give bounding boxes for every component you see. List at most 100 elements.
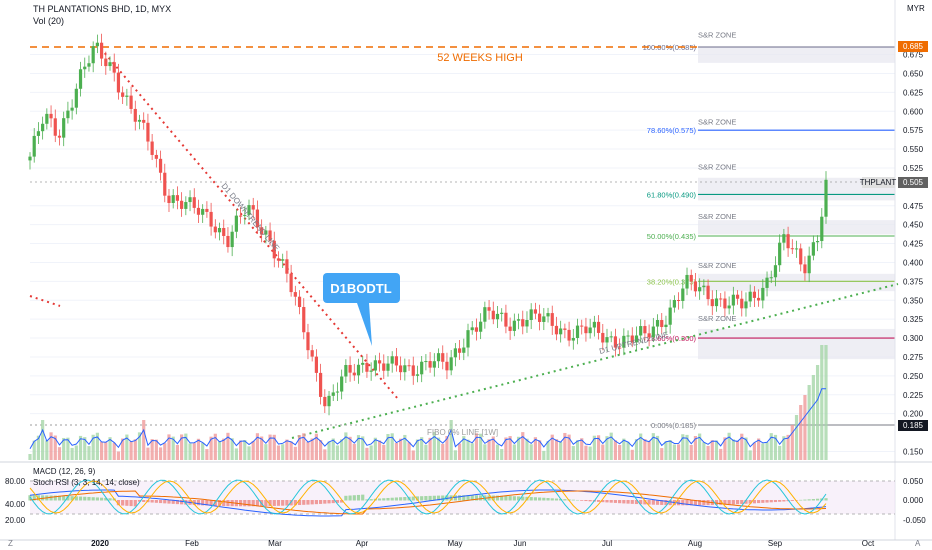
macd-histogram-bar (78, 496, 83, 501)
candle-body (310, 350, 314, 357)
macd-histogram-bar (356, 494, 361, 501)
volume-bar (167, 434, 171, 460)
volume-bar (175, 444, 180, 460)
macd-histogram-bar (731, 500, 735, 505)
candle-body (302, 307, 306, 333)
volume-bar (571, 446, 575, 460)
volume-bar (36, 435, 41, 460)
volume-bar (377, 440, 382, 460)
candle-body (626, 335, 630, 337)
volume-bar (508, 436, 512, 460)
candle-body (45, 113, 49, 124)
candle-body (719, 298, 723, 300)
y-tick-label: 0.650 (903, 69, 924, 78)
candle-body (264, 230, 268, 235)
time-axis[interactable]: 2020 Feb Mar Apr May Jun Jul Aug Sep Oct (91, 539, 875, 548)
volume-bar (706, 445, 710, 460)
candle-body (740, 298, 744, 309)
trendlines (29, 43, 899, 439)
volume-bar (714, 440, 719, 460)
volume-bar (466, 439, 470, 460)
volume-bar (495, 444, 500, 460)
macd-histogram-bar (83, 496, 87, 501)
macd-histogram-bar (348, 495, 352, 501)
sr-zone-band (698, 328, 895, 360)
macd-histogram-bar (693, 500, 698, 506)
macd-histogram-bar (457, 495, 462, 501)
volume-bar (778, 445, 782, 460)
candle-body (36, 131, 41, 136)
volume-bars (28, 345, 828, 460)
candle-body (820, 216, 824, 242)
volume-bar (820, 345, 824, 460)
candle-body (260, 227, 264, 235)
volume-ma-line (29, 388, 826, 449)
candle-body (525, 320, 529, 327)
candle-body (306, 332, 310, 351)
macd-histogram-bar (32, 495, 36, 501)
macd-histogram-bar (681, 500, 685, 506)
candle-body (289, 273, 293, 293)
volume-bar (685, 434, 689, 460)
volume-bar (457, 443, 462, 460)
volume-bar (698, 433, 702, 460)
candle-body (449, 357, 453, 371)
macd-histogram-bar (108, 498, 112, 501)
y-tick-label: 0.300 (903, 334, 924, 343)
stoch-tick: 40.00 (5, 500, 26, 509)
macd-histogram-bar (428, 495, 432, 501)
volume-bar (609, 432, 613, 460)
volume-bar (154, 439, 158, 460)
macd-histogram-bar (782, 500, 786, 502)
macd-histogram-bar (630, 500, 634, 504)
volume-bar (302, 433, 306, 460)
macd-histogram-bar (154, 500, 158, 503)
macd-histogram-bar (580, 500, 584, 501)
volume-bar (588, 446, 592, 460)
candle-body (323, 396, 327, 407)
macd-histogram-bar (344, 495, 348, 501)
macd-histogram-bar (175, 500, 180, 505)
macd-tick: 0.050 (903, 477, 924, 486)
volume-bar (550, 434, 554, 460)
candle-body (142, 119, 146, 123)
price-axis[interactable]: 0.675 0.650 0.625 0.600 0.575 0.550 0.525 0.475… (903, 51, 924, 457)
macd-histogram-bar (622, 500, 626, 504)
volume-bar (592, 435, 596, 460)
volume-bar (62, 437, 66, 460)
volume-bar (411, 450, 415, 460)
svg-text:Z: Z (8, 539, 13, 548)
volume-bar (323, 449, 327, 460)
candle-body (234, 215, 238, 232)
candle-body (491, 310, 495, 320)
candle-body (32, 135, 36, 157)
macd-histogram-bar (668, 500, 672, 506)
macd-histogram-bar (719, 500, 723, 505)
volume-bar (293, 446, 297, 460)
macd-histogram-bar (125, 500, 129, 506)
volume-bar (782, 436, 786, 460)
candle-body (613, 336, 618, 348)
candle-body (575, 325, 580, 338)
volume-bar (289, 441, 293, 460)
volume-bar (403, 434, 407, 460)
volume-bar (196, 438, 201, 460)
macd-histogram-bar (238, 500, 243, 507)
macd-histogram-bar (255, 500, 260, 507)
macd-histogram-bar (91, 497, 95, 501)
macd-histogram-bar (757, 500, 761, 504)
volume-bar (213, 433, 217, 460)
macd-histogram-bar (799, 499, 803, 501)
macd-histogram-bar (571, 499, 575, 501)
macd-histogram-bar (752, 500, 757, 504)
volume-bar (49, 432, 53, 460)
candle-body (146, 122, 150, 142)
volume-bar (57, 447, 62, 460)
macd-histogram-bar (293, 500, 297, 506)
volume-bar (365, 447, 369, 460)
volume-bar (647, 441, 651, 460)
macd-histogram-bar (28, 495, 32, 501)
volume-bar (773, 434, 778, 460)
macd-histogram-bar (424, 496, 428, 501)
